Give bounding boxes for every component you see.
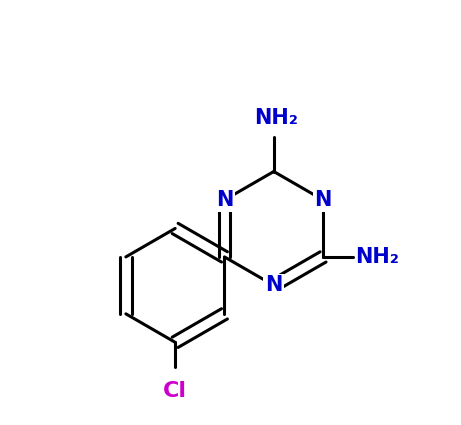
Text: NH₂: NH₂	[254, 108, 298, 128]
Text: Cl: Cl	[163, 381, 187, 401]
Text: N: N	[265, 275, 283, 295]
Text: N: N	[216, 190, 233, 210]
Text: NH₂: NH₂	[355, 247, 399, 267]
Text: N: N	[314, 190, 332, 210]
